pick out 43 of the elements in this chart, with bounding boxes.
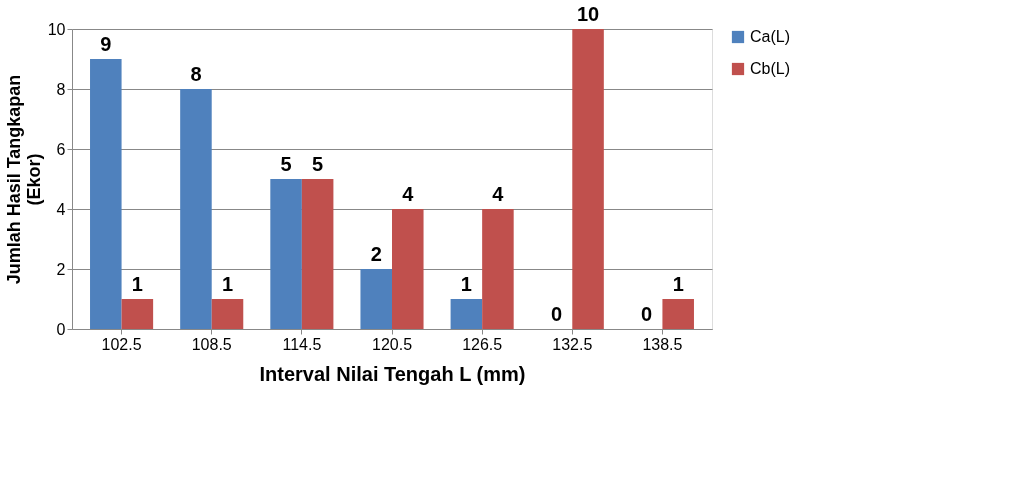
bar (392, 209, 424, 329)
bar (121, 299, 154, 329)
x-tick-label: 126.5 (462, 335, 503, 353)
y-tick-label: 10 (47, 20, 66, 38)
x-tick-label: 120.5 (371, 335, 413, 353)
y-tick-label: 0 (56, 320, 66, 338)
data-label: 2 (370, 243, 382, 265)
x-tick-label: 102.5 (101, 335, 142, 353)
bar (482, 209, 514, 329)
y-tick-label: 8 (56, 80, 66, 98)
y-tick-label: 6 (56, 140, 66, 158)
data-label: 1 (221, 273, 234, 295)
data-label: 5 (280, 153, 292, 175)
y-tick-label: 4 (56, 200, 66, 218)
data-label: 1 (460, 273, 472, 295)
legend-label: Ca(L) (750, 28, 791, 45)
y-tick-label: 2 (56, 260, 66, 278)
data-label: 4 (402, 183, 415, 205)
y-axis-title: Jumlah Hasil Tangkapan (Ekor) (3, 74, 44, 285)
bar (450, 299, 483, 329)
x-tick-label: 138.5 (642, 335, 683, 353)
data-label: 9 (100, 33, 112, 55)
data-label: 0 (641, 303, 653, 325)
bar (90, 59, 122, 329)
data-label: 5 (312, 153, 324, 175)
data-label: 4 (492, 183, 505, 205)
bar (211, 299, 244, 329)
data-label: 1 (131, 273, 143, 295)
legend-label: Cb(L) (750, 60, 791, 77)
bar (662, 299, 694, 329)
bar (301, 179, 334, 329)
data-label: 10 (576, 3, 600, 25)
bar (180, 89, 212, 329)
data-label: 8 (190, 63, 202, 85)
x-tick-label: 114.5 (282, 335, 322, 353)
x-tick-label: 108.5 (191, 335, 232, 353)
bar (360, 269, 392, 329)
data-label: 0 (550, 303, 563, 325)
bar (270, 179, 302, 329)
x-axis-title: Interval Nilai Tengah L (mm) (259, 362, 526, 385)
bar (572, 29, 604, 329)
data-label: 1 (672, 273, 684, 295)
x-tick-label: 132.5 (552, 335, 593, 353)
